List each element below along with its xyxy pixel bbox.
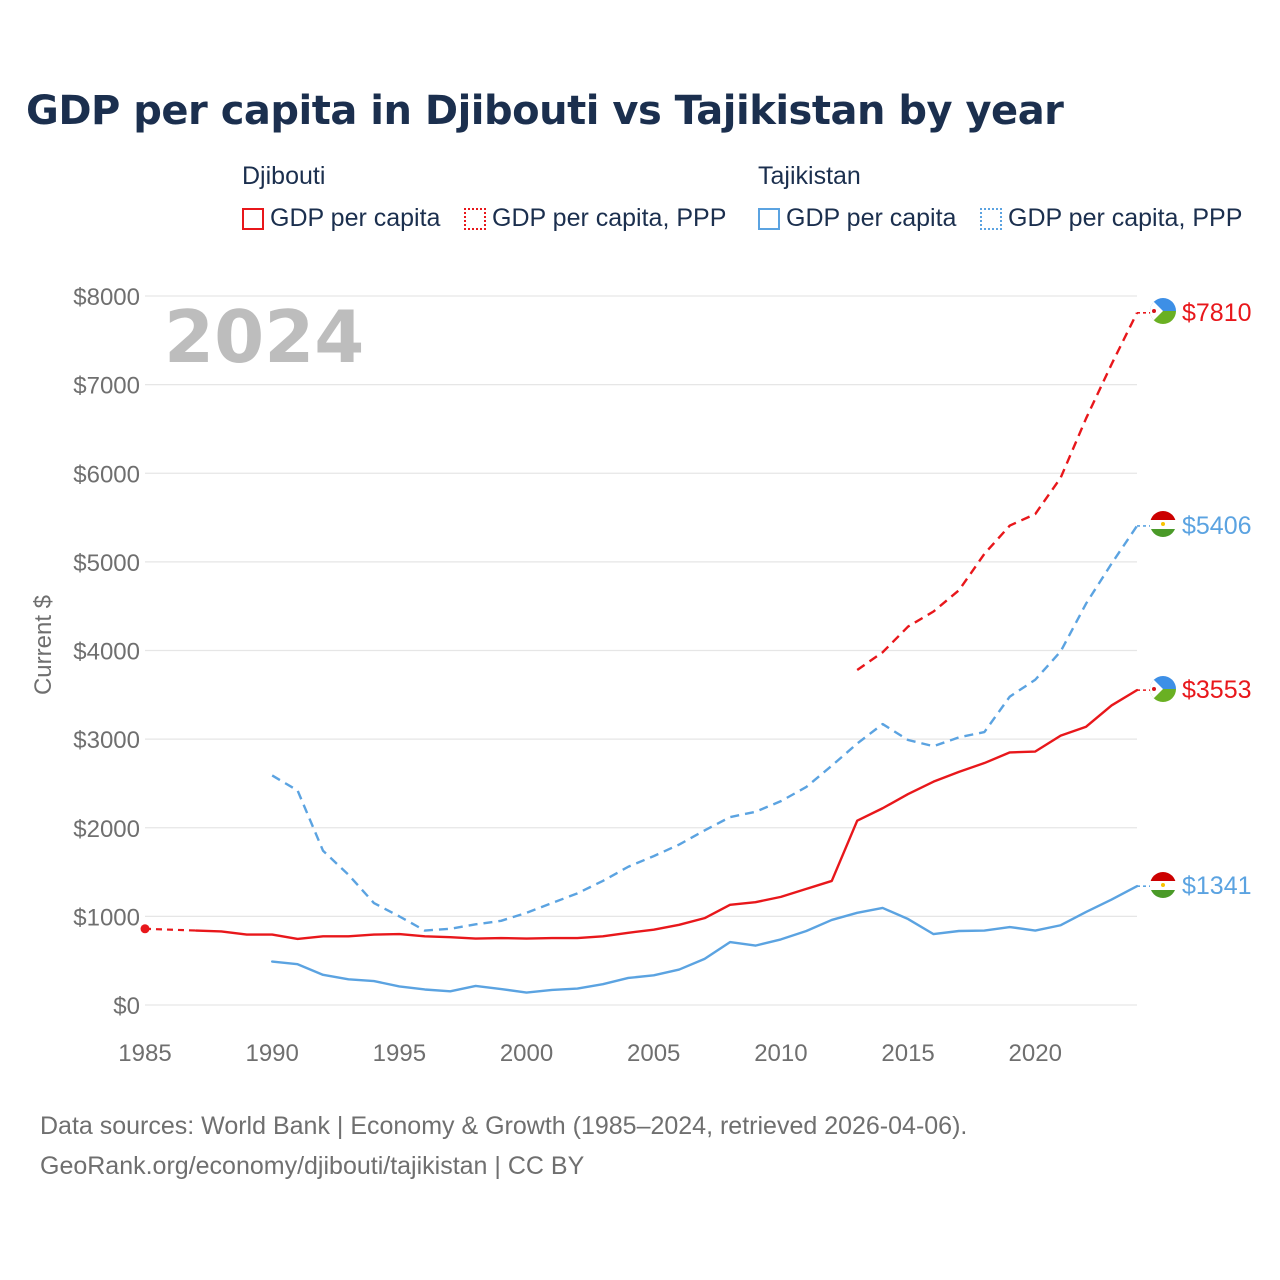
- y-tick-label: $2000: [73, 816, 140, 843]
- series-line: [856, 312, 1139, 671]
- year-watermark: 2024: [164, 295, 364, 379]
- chart-title: GDP per capita in Djibouti vs Tajikistan…: [26, 88, 1064, 134]
- legend-swatch-solid-red: [242, 208, 264, 230]
- legend-label: GDP per capita, PPP: [492, 204, 727, 232]
- djibouti-flag-icon: [1150, 298, 1176, 324]
- end-value-label: $5406: [1182, 512, 1252, 540]
- legend-swatch-dotted-blue: [980, 208, 1002, 230]
- end-value-label: $7810: [1182, 299, 1252, 327]
- y-tick-label: $6000: [73, 461, 140, 488]
- x-tick-label: 1995: [373, 1040, 426, 1067]
- legend-item-djibouti-gdp-ppp[interactable]: GDP per capita, PPP: [464, 204, 726, 233]
- legend-item-tajikistan-gdp[interactable]: GDP per capita: [758, 204, 956, 233]
- y-axis-label: Current $: [30, 595, 57, 695]
- series-line: [194, 688, 1139, 941]
- legend-item-tajikistan-gdp-ppp[interactable]: GDP per capita, PPP: [980, 204, 1242, 233]
- source-url-line[interactable]: GeoRank.org/economy/djibouti/tajikistan …: [40, 1152, 585, 1180]
- y-tick-label: $1000: [73, 904, 140, 931]
- tajikistan-flag-icon: [1150, 872, 1176, 898]
- legend-swatch-dotted-red: [464, 208, 486, 230]
- series-line: [270, 884, 1139, 994]
- djibouti-flag-icon: [1150, 676, 1176, 702]
- source-footer: Data sources: World Bank | Economy & Gro…: [40, 1106, 967, 1186]
- x-tick-label: 2005: [627, 1040, 680, 1067]
- y-axis: $0 $1000 $2000 $3000 $4000 $5000 $6000 $7000 $80…: [73, 284, 140, 1020]
- x-tick-label: 2010: [754, 1040, 807, 1067]
- legend-label: GDP per capita: [270, 204, 441, 232]
- y-tick-label: $5000: [73, 550, 140, 577]
- x-tick-label: 2020: [1009, 1040, 1062, 1067]
- source-line: Data sources: World Bank | Economy & Gro…: [40, 1112, 968, 1140]
- end-value-label: $3553: [1182, 676, 1252, 704]
- end-value-label: $1341: [1182, 872, 1252, 900]
- legend-group-djibouti: Djibouti: [242, 162, 326, 190]
- x-axis: 1985 1990 1995 2000 2005 2010 2015 2020: [118, 1040, 1062, 1067]
- grid-lines: [145, 295, 1137, 1006]
- legend-label: GDP per capita, PPP: [1008, 204, 1243, 232]
- legend-group-tajikistan: Tajikistan: [758, 162, 861, 190]
- end-value-labels: $7810 $5406 $3553 $1341: [1182, 299, 1252, 900]
- series-start-point: [140, 924, 150, 934]
- series-gap-line: [144, 927, 196, 932]
- x-tick-label: 2000: [500, 1040, 553, 1067]
- x-tick-label: 1990: [245, 1040, 298, 1067]
- y-tick-label: $0: [113, 993, 140, 1020]
- x-tick-label: 1985: [118, 1040, 171, 1067]
- y-tick-label: $7000: [73, 373, 140, 400]
- series-lines: [140, 312, 1150, 994]
- legend-swatch-solid-blue: [758, 208, 780, 230]
- legend-label: GDP per capita: [786, 204, 957, 232]
- tajikistan-flag-icon: [1150, 511, 1176, 537]
- y-tick-label: $3000: [73, 727, 140, 754]
- series-line: [271, 525, 1138, 932]
- y-tick-label: $8000: [73, 284, 140, 311]
- y-tick-label: $4000: [73, 639, 140, 666]
- legend-item-djibouti-gdp[interactable]: GDP per capita: [242, 204, 440, 233]
- x-tick-label: 2015: [881, 1040, 934, 1067]
- chart-area: $0 $1000 $2000 $3000 $4000 $5000 $6000 $7000 $80…: [30, 284, 1252, 1067]
